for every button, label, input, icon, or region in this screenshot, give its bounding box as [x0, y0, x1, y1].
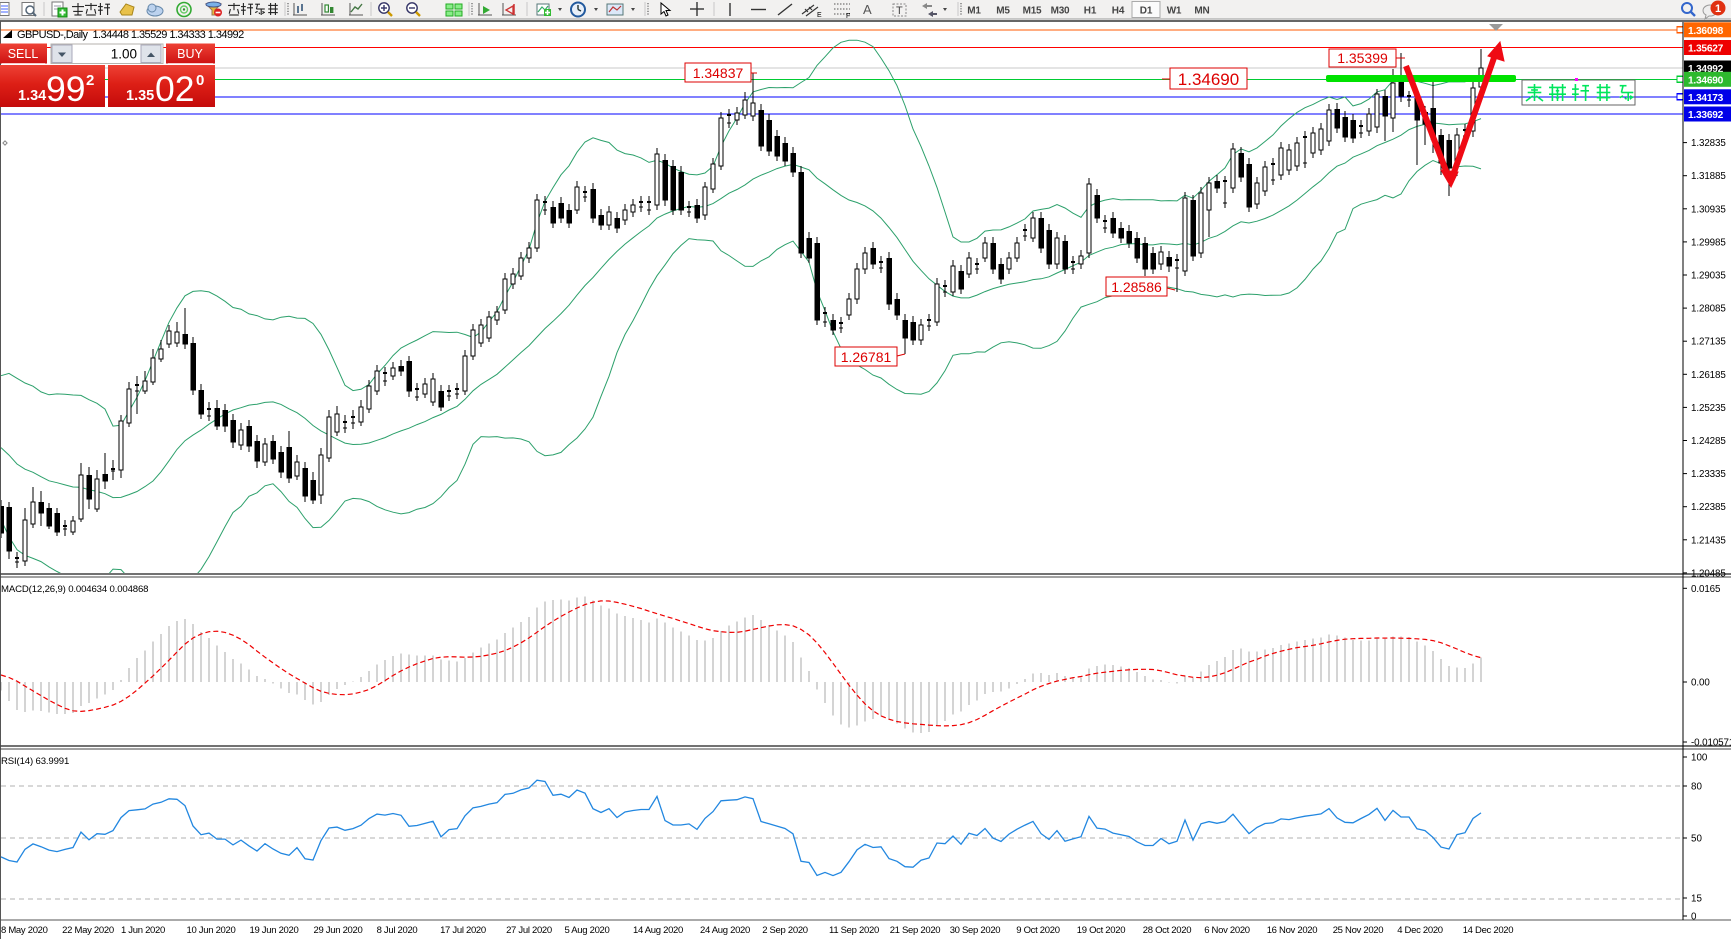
svg-text:1 Jun 2020: 1 Jun 2020 — [121, 925, 165, 936]
svg-text:21 Sep 2020: 21 Sep 2020 — [890, 925, 941, 936]
svg-text:25 Nov 2020: 25 Nov 2020 — [1333, 925, 1384, 936]
svg-text:8 Jul 2020: 8 Jul 2020 — [377, 925, 418, 936]
svg-text:1.28085: 1.28085 — [1691, 304, 1726, 315]
svg-text:17 Jul 2020: 17 Jul 2020 — [440, 925, 486, 936]
svg-text:-0.010571: -0.010571 — [1691, 738, 1731, 749]
svg-text:0: 0 — [196, 72, 204, 89]
svg-text:MACD(12,26,9) 0.004634 0.00486: MACD(12,26,9) 0.004634 0.004868 — [1, 584, 148, 595]
svg-text:1.36098: 1.36098 — [1688, 26, 1724, 37]
svg-text:W1: W1 — [1167, 6, 1182, 17]
svg-text:15: 15 — [1691, 894, 1702, 905]
svg-text:1.20485: 1.20485 — [1691, 568, 1726, 579]
svg-text:M5: M5 — [996, 6, 1010, 17]
svg-text:6 Nov 2020: 6 Nov 2020 — [1204, 925, 1250, 936]
svg-text:0.0165: 0.0165 — [1691, 584, 1721, 595]
svg-text:11 Sep 2020: 11 Sep 2020 — [829, 925, 879, 936]
svg-text:1.24285: 1.24285 — [1691, 436, 1726, 447]
svg-text:1.29985: 1.29985 — [1691, 237, 1726, 248]
svg-text:1.25235: 1.25235 — [1691, 403, 1726, 414]
svg-text:1.32835: 1.32835 — [1691, 138, 1726, 149]
svg-text:1.35627: 1.35627 — [1688, 44, 1724, 55]
svg-text:9 Oct 2020: 9 Oct 2020 — [1016, 925, 1059, 936]
svg-text:A: A — [863, 2, 872, 17]
svg-text:H1: H1 — [1084, 6, 1097, 17]
svg-text:28 Oct 2020: 28 Oct 2020 — [1143, 925, 1191, 936]
svg-text:BUY: BUY — [177, 47, 203, 61]
svg-text:1.35399: 1.35399 — [1337, 50, 1388, 66]
svg-text:99: 99 — [46, 69, 86, 109]
svg-text:14 Aug 2020: 14 Aug 2020 — [633, 925, 683, 936]
svg-text:1.34992: 1.34992 — [1688, 64, 1724, 75]
svg-text:100: 100 — [1691, 753, 1708, 764]
svg-text:16 Nov 2020: 16 Nov 2020 — [1267, 925, 1318, 936]
svg-text:2: 2 — [86, 72, 94, 89]
svg-text:14 Dec 2020: 14 Dec 2020 — [1463, 925, 1514, 936]
svg-text:H4: H4 — [1112, 6, 1125, 17]
svg-text:RSI(14) 63.9991: RSI(14) 63.9991 — [1, 756, 69, 767]
svg-text:1.34690: 1.34690 — [1688, 75, 1724, 86]
svg-text:1.34: 1.34 — [18, 88, 46, 104]
svg-text:1.22385: 1.22385 — [1691, 502, 1726, 513]
svg-text:8 May 2020: 8 May 2020 — [1, 925, 48, 936]
svg-text:M30: M30 — [1051, 6, 1070, 17]
svg-text:02: 02 — [155, 69, 195, 109]
svg-text:1.27135: 1.27135 — [1691, 337, 1726, 348]
svg-text:SELL: SELL — [8, 47, 39, 61]
svg-text:1.35: 1.35 — [126, 88, 154, 104]
svg-text:0: 0 — [1691, 912, 1697, 923]
svg-text:1.29035: 1.29035 — [1691, 271, 1726, 282]
svg-text:30 Sep 2020: 30 Sep 2020 — [950, 925, 1001, 936]
svg-text:1.34173: 1.34173 — [1688, 93, 1724, 104]
svg-text:4 Dec 2020: 4 Dec 2020 — [1397, 925, 1443, 936]
svg-text:MN: MN — [1194, 6, 1209, 17]
svg-text:19 Oct 2020: 19 Oct 2020 — [1077, 925, 1125, 936]
svg-text:5 Aug 2020: 5 Aug 2020 — [564, 925, 609, 936]
svg-text:1: 1 — [1715, 3, 1721, 15]
svg-text:1.21435: 1.21435 — [1691, 535, 1726, 546]
svg-text:1.33692: 1.33692 — [1688, 110, 1724, 121]
svg-text:1.26185: 1.26185 — [1691, 370, 1726, 381]
svg-text:1.30935: 1.30935 — [1691, 204, 1726, 215]
svg-text:10 Jun 2020: 10 Jun 2020 — [187, 925, 236, 936]
svg-text:E: E — [817, 12, 822, 19]
svg-text:1.23335: 1.23335 — [1691, 469, 1726, 480]
svg-text:1.28586: 1.28586 — [1111, 279, 1162, 295]
svg-text:M15: M15 — [1023, 6, 1042, 17]
svg-text:F: F — [846, 13, 850, 20]
svg-text:1.34690: 1.34690 — [1178, 70, 1239, 89]
svg-text:1.31885: 1.31885 — [1691, 171, 1726, 182]
svg-text:27 Jul 2020: 27 Jul 2020 — [506, 925, 552, 936]
svg-text:D1: D1 — [1140, 6, 1153, 17]
svg-text:1.34837: 1.34837 — [693, 65, 744, 81]
svg-text:M1: M1 — [967, 6, 981, 17]
svg-text:T: T — [896, 5, 903, 17]
svg-text:GBPUSD-,Daily 1.34448 1.35529: GBPUSD-,Daily 1.34448 1.35529 1.34333 1.… — [17, 29, 244, 41]
svg-text:80: 80 — [1691, 782, 1702, 793]
svg-text:2 Sep 2020: 2 Sep 2020 — [762, 925, 808, 936]
svg-text:29 Jun 2020: 29 Jun 2020 — [314, 925, 363, 936]
svg-text:1.26781: 1.26781 — [841, 349, 892, 365]
svg-text:50: 50 — [1691, 834, 1702, 845]
svg-text:0.00: 0.00 — [1691, 678, 1710, 689]
svg-text:19 Jun 2020: 19 Jun 2020 — [250, 925, 299, 936]
svg-text:22 May 2020: 22 May 2020 — [62, 925, 114, 936]
svg-text:24 Aug 2020: 24 Aug 2020 — [700, 925, 750, 936]
svg-text:1.00: 1.00 — [111, 47, 137, 62]
